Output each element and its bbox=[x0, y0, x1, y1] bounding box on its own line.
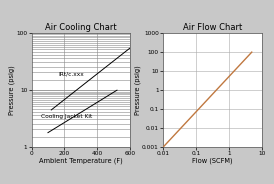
Y-axis label: Pressure (psig): Pressure (psig) bbox=[8, 65, 15, 115]
Title: Air Cooling Chart: Air Cooling Chart bbox=[45, 23, 117, 32]
X-axis label: Flow (SCFM): Flow (SCFM) bbox=[192, 158, 233, 164]
Text: IRt/c.xxx: IRt/c.xxx bbox=[59, 72, 84, 77]
Text: Cooling Jacket Kit: Cooling Jacket Kit bbox=[41, 114, 93, 119]
Y-axis label: Pressure (psig): Pressure (psig) bbox=[134, 65, 141, 115]
Title: Air Flow Chart: Air Flow Chart bbox=[183, 23, 242, 32]
X-axis label: Ambient Temperature (F): Ambient Temperature (F) bbox=[39, 158, 123, 164]
